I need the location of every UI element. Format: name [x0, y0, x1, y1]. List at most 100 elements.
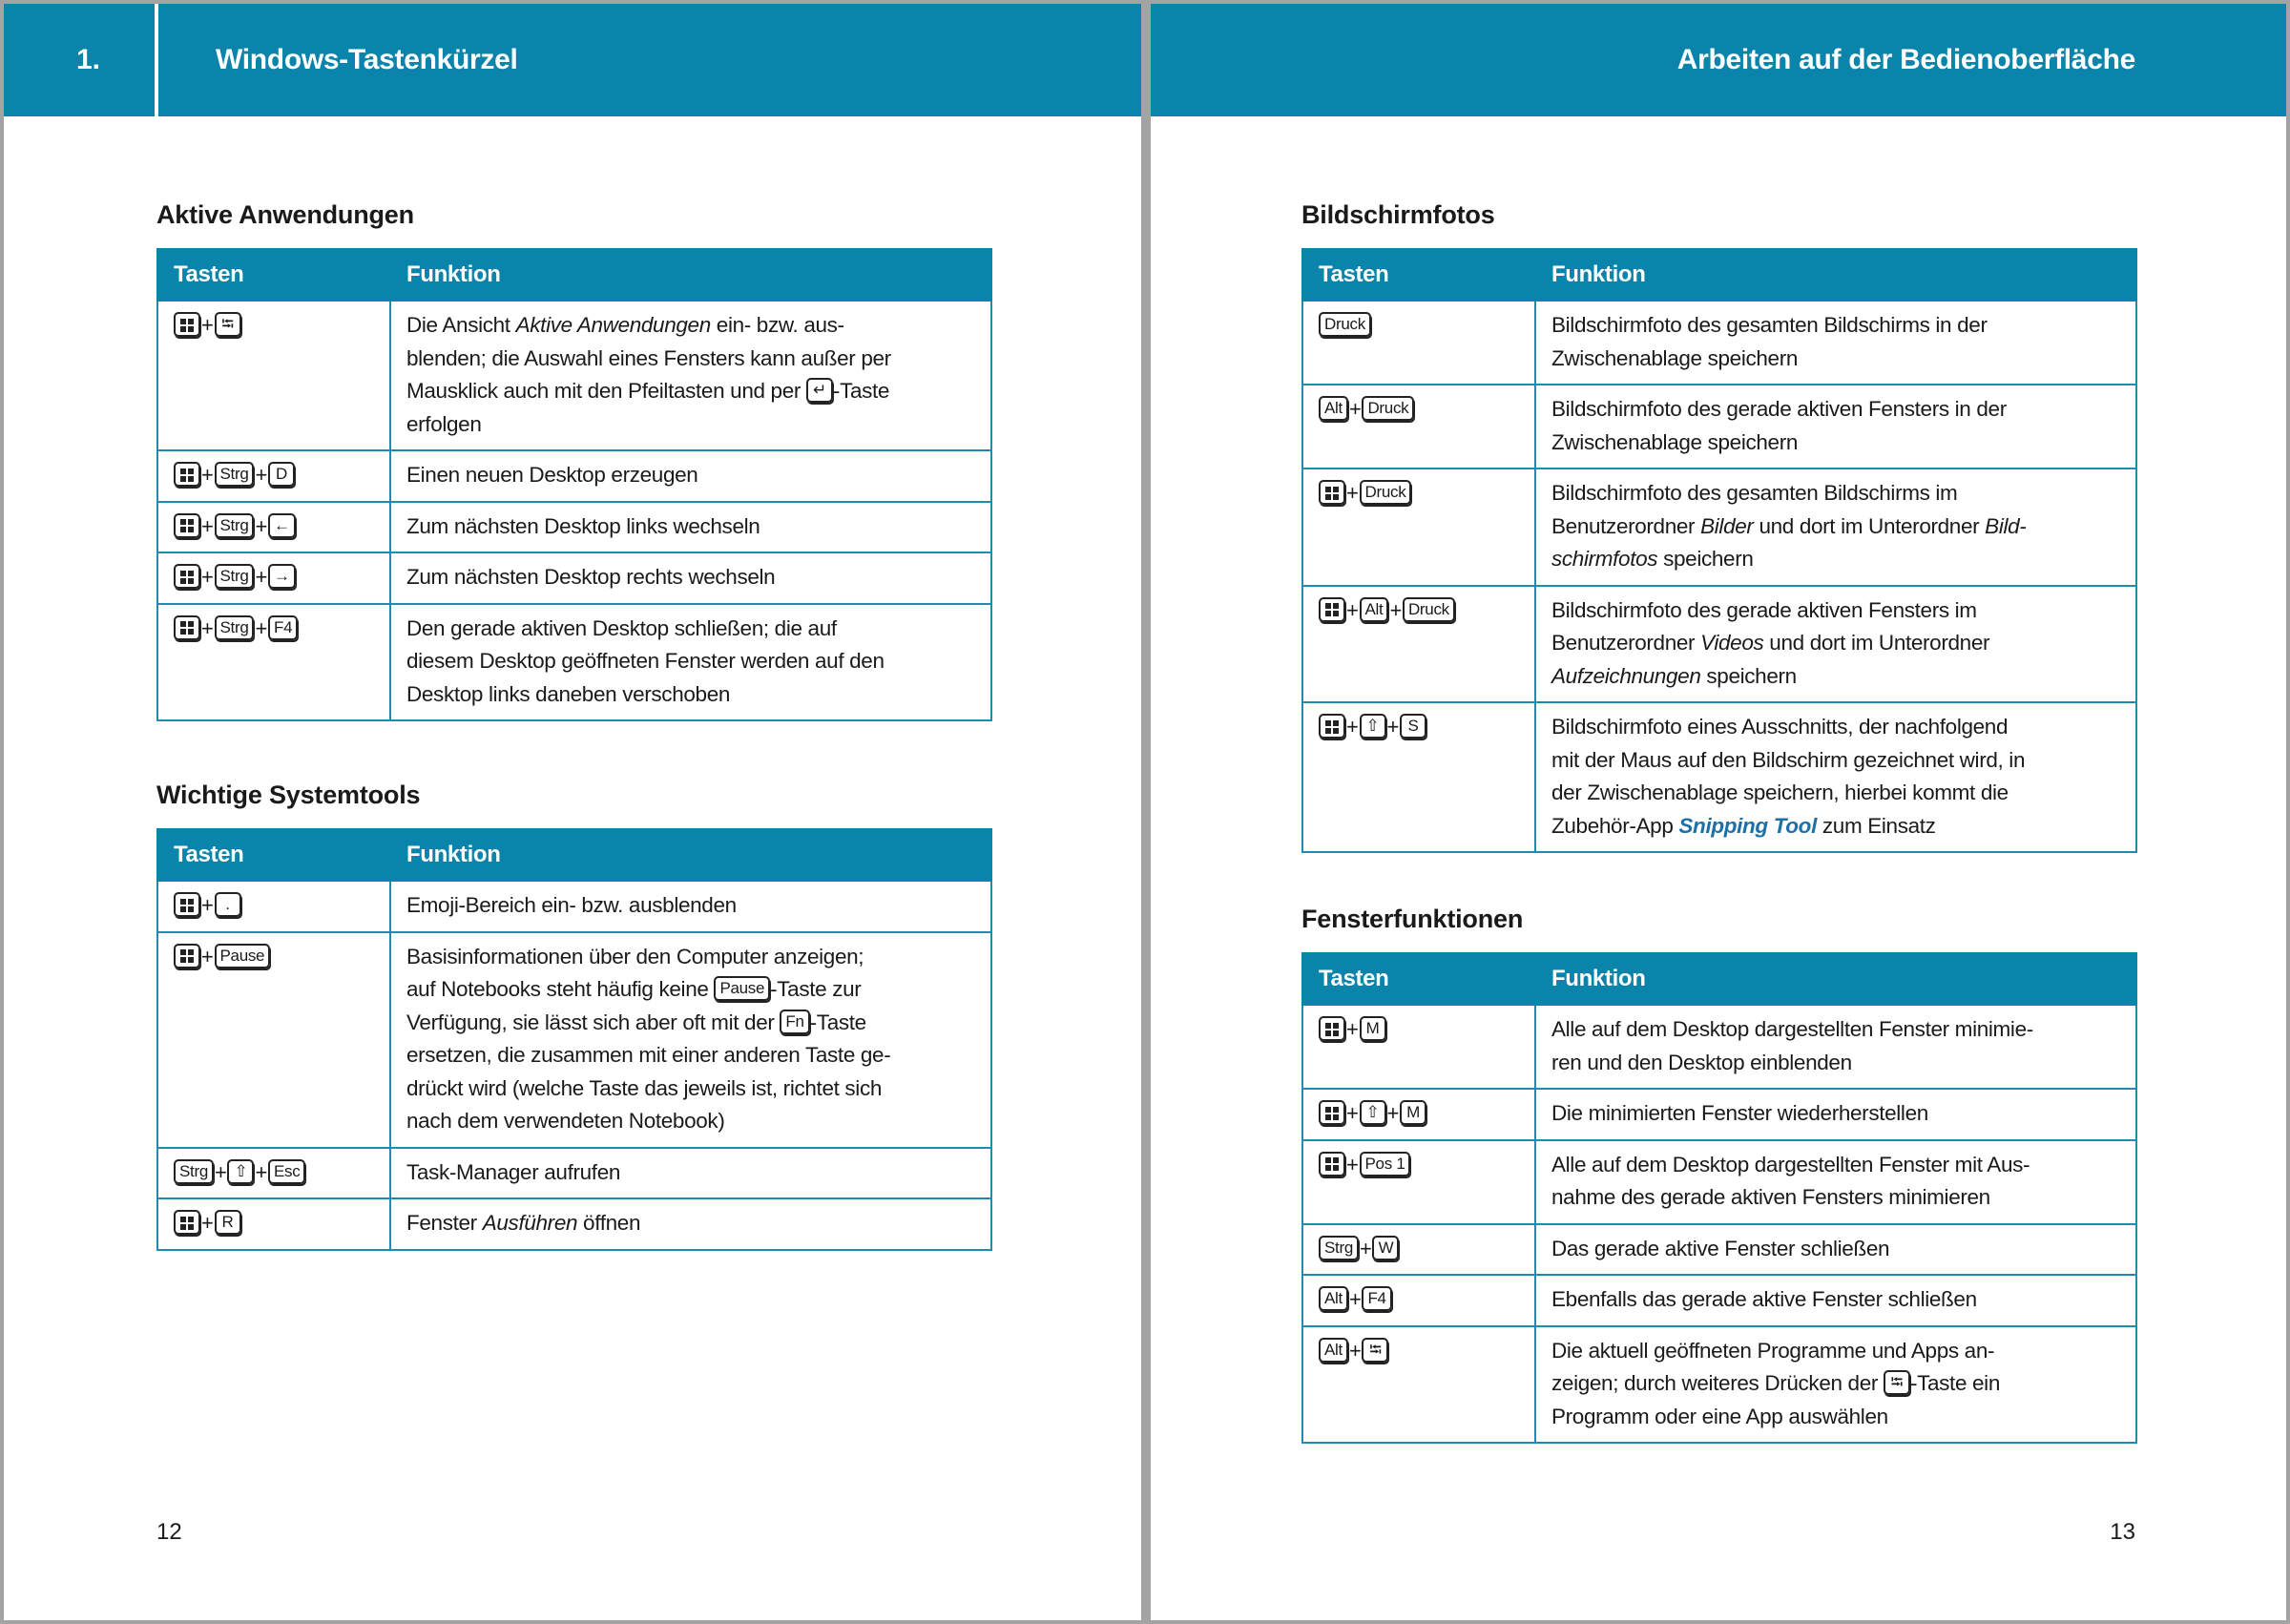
text-segment: Zwischenablage speichern: [1551, 429, 1799, 454]
shortcut-function: Das gerade aktive Fenster schließen: [1534, 1222, 2137, 1276]
windows-logo-icon: [180, 898, 194, 912]
text-segment: Programm oder eine App auswählen: [1551, 1404, 1888, 1428]
table-row: + Strg + F4 Den gerade aktiven Desktop schli…: [156, 602, 992, 721]
table-row: + Strg + → Zum nächsten Desktop rechts wechs…: [156, 552, 992, 605]
plus-sign: +: [1348, 1338, 1362, 1363]
plus-sign: +: [1346, 1101, 1359, 1125]
function-text-line: Emoji-Bereich ein- bzw. ausblenden: [406, 889, 975, 923]
text-segment: Bildschirmfoto des gerade aktiven Fenste…: [1551, 397, 2007, 421]
plus-sign: +: [201, 615, 214, 640]
function-text-line: erfolgen: [406, 408, 975, 442]
key-cap: Alt: [1319, 1286, 1348, 1312]
shortcut-function: Fenster Ausführen öffnen: [389, 1197, 992, 1251]
text-segment: zeigen; durch weiteres Drücken der: [1551, 1371, 1884, 1395]
windows-logo-icon: [180, 468, 194, 482]
windows-key: [174, 614, 200, 640]
tab-icon: ⭾: [1890, 1373, 1904, 1392]
windows-logo-icon: [1325, 1106, 1339, 1120]
shortcut-function: Die Ansicht Aktive Anwendungen ein- bzw.…: [389, 300, 992, 451]
table-header-row: Tasten Funktion: [156, 828, 992, 882]
table-row: + R Fenster Ausführen öffnen: [156, 1197, 992, 1251]
shortcut-keys: + Strg + ←: [156, 500, 391, 553]
shortcut-keys: Alt + F4: [1301, 1274, 1536, 1327]
windows-logo-icon: [180, 519, 194, 533]
page-number: 12: [156, 1519, 182, 1545]
shortcut-function: Bildschirmfoto des gesamten Bildschirms …: [1534, 468, 2137, 587]
windows-key: [174, 943, 200, 968]
windows-key: [174, 312, 200, 338]
windows-key: [1319, 596, 1345, 622]
key-cap: Druck: [1319, 312, 1371, 338]
key-cap: Strg: [214, 462, 255, 488]
table-row: + ⇧ + S Bildschirmfoto eines Ausschnitts, de…: [1301, 701, 2137, 853]
tab-key: ⭾: [1362, 1337, 1389, 1363]
table-header-row: Tasten Funktion: [1301, 952, 2137, 1006]
shortcut-function: Ebenfalls das gerade aktive Fenster schl…: [1534, 1274, 2137, 1327]
shortcut-function: Den gerade aktiven Desktop schließen; di…: [389, 602, 992, 721]
table-row: Strg + ⇧ + Esc Task-Manager aufrufen: [156, 1146, 992, 1199]
function-text-line: Bildschirmfoto des gerade aktiven Fenste…: [1551, 393, 2120, 427]
text-segment: Zum nächsten Desktop links wechseln: [406, 513, 760, 538]
windows-logo-icon: [1325, 1157, 1339, 1172]
shortcut-function: Basisinformationen über den Computer anz…: [389, 930, 992, 1149]
table-row: + Pause Basisinformationen über den Comput…: [156, 930, 992, 1149]
function-text-line: blenden; die Auswahl eines Fensters kann…: [406, 343, 975, 376]
chapter-header-band: 1. Windows-Tastenkürzel: [4, 4, 1141, 116]
shortcut-keys: + Pause: [156, 930, 391, 1149]
plus-sign: +: [1348, 1287, 1362, 1311]
text-segment: diesem Desktop geöffneten Fenster werden…: [406, 649, 885, 673]
windows-logo-icon: [180, 318, 194, 332]
key-cap: Strg: [1319, 1235, 1359, 1260]
tab-key: ⭾: [1883, 1370, 1910, 1396]
shortcut-keys: + Druck: [1301, 468, 1536, 587]
section-heading: Wichtige Systemtools: [156, 781, 421, 809]
shortcut-table-bildschirmfotos: Tasten Funktion Druck Bildschirmfoto des ge…: [1301, 248, 2137, 853]
windows-logo-icon: [1325, 486, 1339, 500]
table-row: Strg + W Das gerade aktive Fenster schließe…: [1301, 1222, 2137, 1276]
plus-sign: +: [214, 1159, 227, 1184]
text-segment: Zum nächsten Desktop rechts wechseln: [406, 565, 776, 589]
key-cap: D: [267, 462, 295, 488]
plus-sign: +: [1389, 597, 1402, 622]
function-text-line: Bildschirmfoto des gesamten Bildschirms …: [1551, 477, 2120, 510]
plus-sign: +: [201, 513, 214, 538]
text-segment: Bildschirmfoto des gerade aktiven Fenste…: [1551, 597, 1977, 622]
plus-sign: +: [201, 1211, 214, 1235]
text-segment: Basisinformationen über den Computer anz…: [406, 944, 864, 968]
text-segment: -Taste zur: [770, 977, 862, 1001]
column-header-function: Funktion: [389, 828, 992, 882]
header-divider: [155, 4, 158, 116]
left-page: 1. Windows-Tastenkürzel Aktive Anwendung…: [4, 4, 1141, 1620]
function-text-line: Desktop links daneben verschoben: [406, 678, 975, 712]
arrow-left-icon: ←: [273, 515, 290, 534]
function-text-line: Die minimierten Fenster wiederherstellen: [1551, 1097, 2120, 1131]
arrow-left-key: ←: [267, 512, 296, 538]
shortcut-function: Emoji-Bereich ein- bzw. ausblenden: [389, 880, 992, 933]
shortcut-keys: + ⇧ + S: [1301, 701, 1536, 853]
text-segment: Bildschirmfoto des gesamten Bildschirms …: [1551, 481, 1958, 505]
function-text-line: Zwischenablage speichern: [1551, 427, 2120, 460]
text-segment: Videos: [1700, 631, 1764, 655]
column-header-function: Funktion: [389, 248, 992, 302]
key-cap: Strg: [174, 1158, 214, 1184]
key-cap: F4: [267, 614, 299, 640]
key-cap: Pause: [214, 943, 271, 968]
text-segment: Aufzeichnungen: [1551, 663, 1701, 688]
shift-key: ⇧: [1359, 1100, 1386, 1126]
shortcut-keys: +.: [156, 880, 391, 933]
running-header-band: Arbeiten auf der Bedienoberfläche: [1151, 4, 2286, 116]
plus-sign: +: [201, 463, 214, 487]
function-text-line: nach dem verwendeten Notebook): [406, 1105, 975, 1138]
key-cap: Druck: [1362, 396, 1415, 422]
text-segment: Die minimierten Fenster wiederherstellen: [1551, 1101, 1928, 1125]
shortcut-keys: Druck: [1301, 300, 1536, 385]
shortcut-table-aktive-anwendungen: Tasten Funktion + ⭾ Die Ansicht Aktive Anwen…: [156, 248, 992, 721]
app-name-link: Snipping Tool: [1678, 813, 1817, 838]
shortcut-keys: + Strg + D: [156, 449, 391, 503]
arrow-right-key: →: [267, 564, 296, 590]
windows-key: [1319, 1016, 1345, 1042]
function-text-line: zeigen; durch weiteres Drücken der ⭾ -Tas…: [1551, 1367, 2120, 1401]
text-segment: Verfügung, sie lässt sich aber oft mit d…: [406, 1010, 781, 1034]
function-text-line: ersetzen, die zusammen mit einer anderen…: [406, 1039, 975, 1072]
function-text-line: Die aktuell geöffneten Programme und App…: [1551, 1335, 2120, 1368]
